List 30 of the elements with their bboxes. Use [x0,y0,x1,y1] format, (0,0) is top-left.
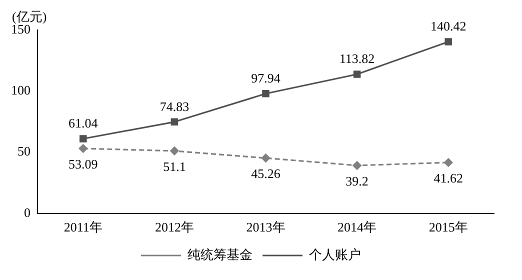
point [262,90,270,98]
x-tick-label: 2013年 [246,220,286,235]
x-tick-label: 2014年 [338,220,377,235]
y-tick-label: 100 [11,82,30,98]
point [444,38,452,46]
legend-label: 个人账户 [309,246,361,262]
x-tick-label: 2011年 [64,220,102,235]
data-label: 45.26 [251,166,281,181]
data-label: 74.83 [160,98,190,114]
data-label: 140.42 [430,18,466,34]
point [170,118,178,126]
point [80,135,87,142]
data-label: 113.82 [339,51,375,66]
x-tick-label: 2012年 [154,220,194,235]
data-label: 51.1 [163,158,186,174]
data-label: 53.09 [68,156,98,172]
point [170,146,179,156]
point [444,158,453,167]
legend-label: 纯统筹基金 [188,246,252,262]
y-tick-label: 50 [18,144,30,159]
point [78,144,88,153]
point [352,161,362,170]
point [261,154,270,162]
point [353,70,361,78]
data-label: 97.94 [251,70,281,86]
data-label: 39.2 [346,173,368,188]
y-tick-label: 0 [24,204,30,220]
data-label: 61.04 [68,116,98,131]
data-label: 41.62 [434,170,463,186]
x-tick-label: 2015年 [428,220,468,235]
